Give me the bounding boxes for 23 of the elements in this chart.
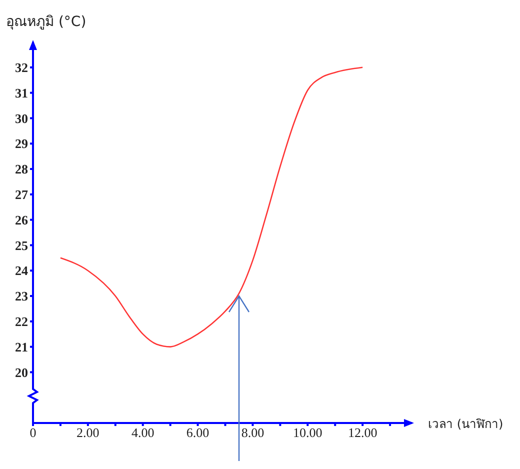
x-tick-label: 10.00 — [293, 425, 322, 440]
y-tick-label: 28 — [15, 162, 28, 177]
x-tick-label: 8.00 — [241, 425, 264, 440]
y-tick-label: 21 — [15, 339, 28, 354]
x-tick-label: 6.00 — [186, 425, 210, 440]
y-tick-label: 23 — [15, 288, 28, 304]
y-tick-label: 31 — [15, 85, 28, 100]
x-tick-label: 12.00 — [348, 425, 378, 440]
x-tick-label: 2.00 — [76, 425, 100, 440]
y-tick-label: 29 — [15, 136, 28, 152]
y-tick-label: 24 — [15, 263, 28, 278]
y-tick-label: 30 — [15, 110, 28, 126]
line-series — [60, 66, 364, 348]
y-tick-label: 20 — [15, 364, 28, 380]
y-tick-label: 27 — [15, 187, 28, 202]
y-tick-label: 32 — [15, 60, 28, 76]
y-tick-label: 26 — [15, 212, 28, 228]
x-tick-label: 4.00 — [131, 425, 154, 440]
y-tick-label: 22 — [15, 314, 28, 330]
y-axis-title: อุณหภูมิ (°C) — [6, 13, 86, 32]
x-tick-label: 0 — [30, 425, 36, 440]
y-tick-label: 25 — [15, 238, 28, 253]
x-axis-title: เวลา (นาฬิกา) — [428, 416, 504, 433]
